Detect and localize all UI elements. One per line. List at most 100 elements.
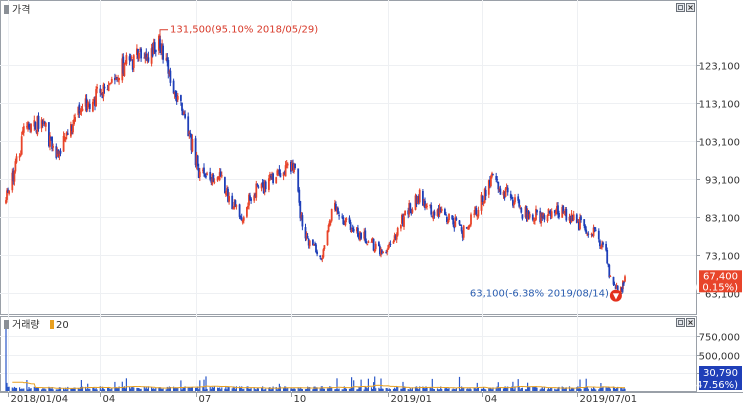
candle-body (345, 218, 348, 220)
volume-bar (351, 377, 353, 391)
volume-bar (246, 386, 248, 391)
candle-body (306, 236, 309, 239)
candle-body (624, 276, 626, 282)
candle-body (330, 209, 333, 221)
candle-body (565, 209, 568, 221)
candle-body (562, 205, 565, 213)
volume-bar (118, 386, 120, 391)
price-panel-maximize-icon[interactable] (676, 3, 685, 12)
volume-bar (431, 378, 433, 391)
candle-body (527, 210, 530, 219)
volume-bar (291, 388, 293, 391)
volume-bar (210, 388, 212, 391)
volume-bar (140, 388, 142, 391)
volume-bar (400, 388, 402, 391)
volume-bar (609, 388, 611, 391)
volume-bar (524, 389, 527, 391)
candle-body (451, 215, 454, 220)
candle-body (400, 224, 402, 229)
volume-bar (445, 387, 447, 391)
volume-bar (123, 386, 125, 391)
candle-body (40, 119, 43, 129)
volume-bar (532, 386, 534, 391)
candle-body (521, 214, 524, 219)
candle-body (577, 221, 579, 223)
volume-bar (304, 389, 307, 391)
candle-body (584, 225, 587, 231)
volume-bar (514, 386, 516, 391)
volume-bar (409, 388, 411, 391)
volume-bar (617, 386, 619, 391)
volume-bar (285, 386, 287, 391)
volume-bar (167, 387, 169, 391)
volume-bar (489, 388, 491, 391)
volume-bar (448, 387, 450, 391)
candle-body (467, 227, 469, 229)
volume-bar (247, 386, 249, 391)
volume-bar (145, 387, 147, 391)
volume-bar (424, 388, 426, 391)
volume-bar (462, 387, 464, 391)
candle-body (555, 211, 557, 215)
volume-bar (475, 388, 477, 391)
candle-body (248, 194, 250, 206)
candle-body (599, 240, 601, 247)
candle-body (462, 225, 465, 238)
volume-bar (338, 388, 340, 391)
volume-bar (534, 386, 536, 391)
volume-bar (49, 387, 51, 391)
volume-bar (43, 388, 45, 391)
candle-body (338, 215, 340, 217)
candle-body (357, 227, 359, 237)
candle-body (95, 89, 97, 107)
candle-body (227, 188, 229, 202)
volume-panel-maximize-icon[interactable] (676, 318, 685, 327)
volume-bar (235, 386, 237, 391)
volume-bar (579, 379, 581, 391)
price-axis: 123,100 113,100 103,100 93,100 83,100 73,100 6… (696, 62, 740, 301)
volume-bar (590, 388, 593, 391)
candle-body (194, 138, 197, 166)
volume-bar (518, 386, 520, 391)
volume-bar (341, 389, 343, 391)
volume-bar (407, 389, 409, 391)
candle-body (93, 98, 95, 102)
candle-body (602, 242, 604, 245)
candle-body (305, 234, 308, 239)
date-tick-label: 2019/01 (391, 394, 433, 404)
volume-bar (146, 388, 148, 391)
volume-bar (81, 386, 84, 391)
price-tick-label: 103,100 (699, 138, 740, 149)
volume-panel-close-icon[interactable] (686, 318, 695, 327)
volume-bar (195, 387, 197, 391)
candle-body (108, 83, 111, 85)
price-panel-close-icon[interactable] (686, 3, 695, 12)
volume-bar (551, 387, 553, 391)
volume-bar (360, 379, 362, 391)
volume-bar (444, 388, 446, 391)
volume-bar (253, 387, 255, 391)
candle-body (190, 133, 193, 151)
candle-body (480, 194, 483, 211)
candle-body (407, 210, 410, 215)
candle-body (511, 196, 513, 200)
volume-bar (160, 388, 162, 391)
volume-bar (73, 387, 75, 391)
volume-bar (154, 389, 156, 391)
volume-tick-label: 750,000 (699, 333, 740, 344)
volume-bar (419, 386, 421, 391)
volume-ma-line (12, 381, 625, 389)
price-candles (5, 32, 626, 296)
candle-body (250, 198, 252, 201)
candle-body (174, 90, 177, 98)
candle-body (150, 48, 153, 64)
candle-body (206, 173, 208, 175)
candle-body (343, 223, 346, 225)
volume-bar (33, 386, 35, 391)
candle-body (151, 47, 154, 57)
volume-bar (587, 388, 589, 391)
volume-bar (196, 387, 198, 391)
volume-bar (576, 387, 578, 391)
candle-body (481, 195, 484, 202)
